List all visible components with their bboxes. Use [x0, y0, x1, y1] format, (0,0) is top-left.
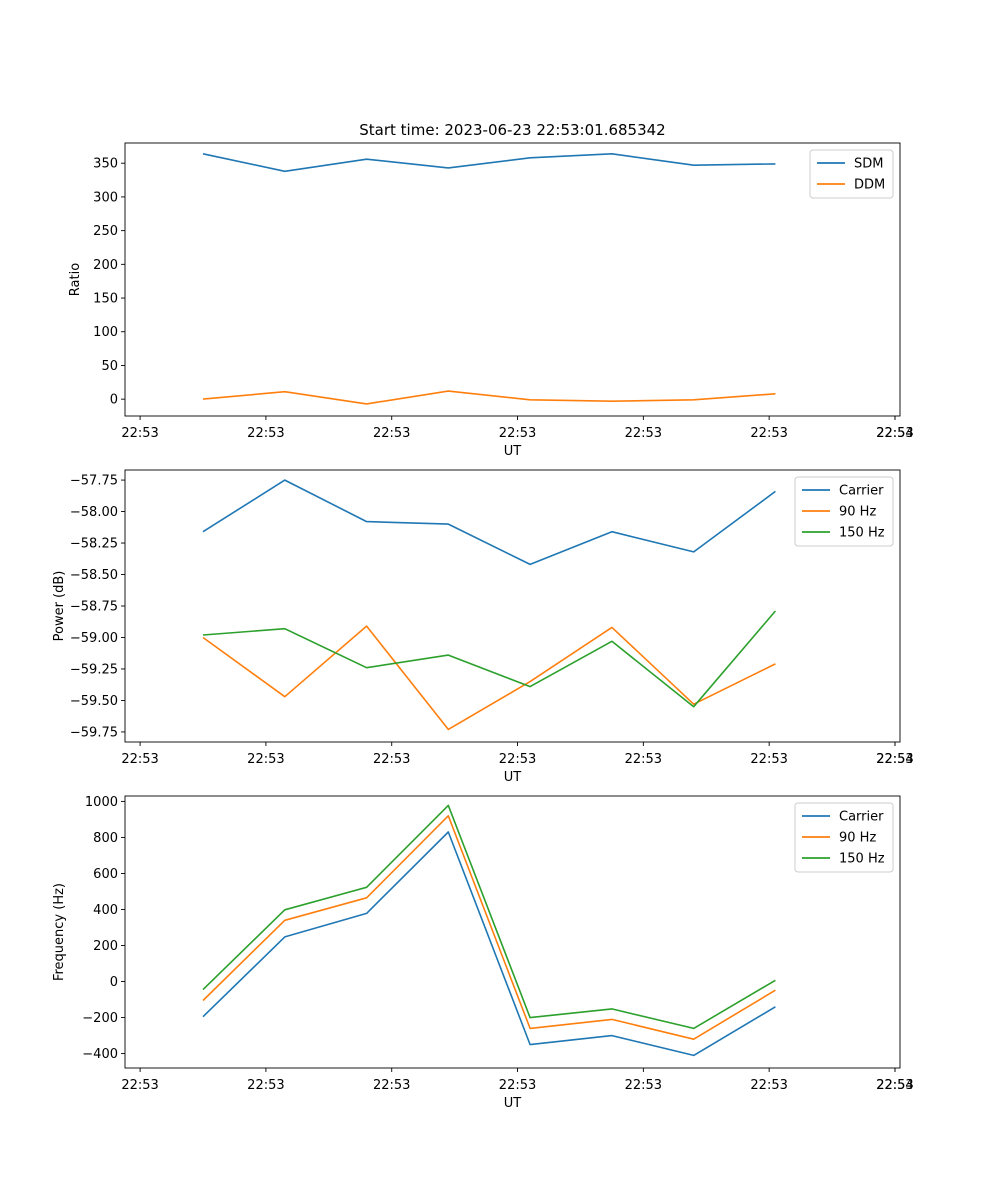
legend-entry: 150 Hz — [839, 852, 885, 867]
y-tick-label: 50 — [101, 359, 118, 374]
chart-title: Start time: 2023-06-23 22:53:01.685342 — [359, 121, 665, 139]
x-tick-label: 22:53 — [247, 426, 284, 441]
x-tick-label: 22:53 — [876, 426, 913, 441]
legend-entry: SDM — [854, 157, 883, 172]
x-tick-label: 22:53 — [750, 426, 787, 441]
plot-frame — [124, 795, 901, 1069]
chart-panel-2: −59.75 −59.50 −59.25 −59.00 −58.75 −58.50 −58.… — [52, 469, 914, 785]
y-tick-label: 200 — [93, 939, 118, 954]
x-axis-label: UT — [504, 1096, 522, 1111]
y-tick-label: 1000 — [85, 795, 118, 810]
y-tick-label: −58.50 — [70, 568, 118, 583]
legend-box — [794, 476, 894, 547]
legend-box — [794, 802, 894, 873]
y-tick-label: −57.75 — [70, 474, 118, 489]
x-tick-label: 22:54 — [876, 426, 913, 441]
series-line-2-1 — [202, 479, 776, 566]
y-axis-label: Power (dB) — [52, 571, 67, 642]
legend: Carrier 90 Hz 150 Hz — [794, 802, 894, 873]
legend-entry: DDM — [854, 178, 885, 193]
x-tick-label: 22:53 — [625, 752, 662, 767]
y-tick-label: −58.25 — [70, 537, 118, 552]
series-line-1-2 — [202, 390, 776, 405]
x-tick-label: 22:53 — [625, 1078, 662, 1093]
x-tick-label: 22:53 — [750, 1078, 787, 1093]
y-tick-label: 300 — [93, 190, 118, 205]
legend-box — [809, 149, 894, 199]
legend: Carrier 90 Hz 150 Hz — [794, 476, 894, 547]
x-axis-label: UT — [504, 444, 522, 459]
legend-entry: Carrier — [839, 484, 884, 499]
x-tick-label: 22:54 — [876, 752, 913, 767]
series-line-2-2 — [202, 625, 776, 731]
series-line-3-2 — [202, 814, 776, 1040]
y-tick-label: 350 — [93, 157, 118, 172]
x-tick-label: 22:53 — [876, 1078, 913, 1093]
y-tick-label: 400 — [93, 903, 118, 918]
x-axis-label: UT — [504, 770, 522, 785]
legend: SDM DDM — [809, 149, 894, 199]
plot-frame — [124, 142, 901, 417]
y-tick-label: −400 — [82, 1047, 118, 1062]
legend-entry: 90 Hz — [839, 831, 876, 846]
y-axis-label: Frequency (Hz) — [52, 883, 67, 981]
x-tick-label: 22:53 — [373, 1078, 410, 1093]
y-tick-label: 800 — [93, 831, 118, 846]
y-tick-label: −58.75 — [70, 600, 118, 615]
x-tick-label: 22:53 — [121, 1078, 158, 1093]
x-tick-label: 22:53 — [247, 752, 284, 767]
chart-panel-3: −400 −200 0 200 400 600 800 1000 22:53 22:53 22:53… — [52, 795, 914, 1111]
y-tick-label: −59.00 — [70, 631, 118, 646]
y-tick-label: 0 — [110, 393, 118, 408]
y-tick-label: 600 — [93, 867, 118, 882]
x-tick-label: 22:53 — [373, 752, 410, 767]
legend-entry: Carrier — [839, 810, 884, 825]
series-line-2-3 — [202, 610, 777, 708]
y-tick-label: −200 — [82, 1011, 118, 1026]
x-tick-label: 22:53 — [750, 752, 787, 767]
x-tick-label: 22:53 — [373, 426, 410, 441]
legend-entry: 150 Hz — [839, 526, 885, 541]
y-tick-label: −59.50 — [70, 694, 118, 709]
x-tick-label: 22:53 — [499, 426, 536, 441]
x-tick-label: 22:53 — [499, 752, 536, 767]
legend-entry: 90 Hz — [839, 505, 876, 520]
plot-frame — [124, 469, 901, 743]
y-tick-label: 150 — [93, 292, 118, 307]
x-tick-label: 22:53 — [625, 426, 662, 441]
series-line-3-3 — [202, 804, 776, 1030]
x-tick-label: 22:53 — [121, 752, 158, 767]
y-axis-label: Ratio — [68, 263, 83, 296]
y-tick-label: 250 — [93, 224, 118, 239]
y-tick-label: −59.75 — [70, 725, 118, 740]
series-line-1-1 — [202, 153, 776, 173]
y-tick-label: 0 — [110, 975, 118, 990]
x-tick-label: 22:53 — [499, 1078, 536, 1093]
x-tick-label: 22:53 — [876, 752, 913, 767]
y-tick-label: 200 — [93, 258, 118, 273]
y-tick-label: −59.25 — [70, 662, 118, 677]
x-tick-label: 22:53 — [121, 426, 158, 441]
series-line-3-1 — [202, 831, 776, 1057]
x-tick-label: 22:54 — [876, 1078, 913, 1093]
x-tick-label: 22:53 — [247, 1078, 284, 1093]
y-tick-label: −58.00 — [70, 505, 118, 520]
y-tick-label: 100 — [93, 325, 118, 340]
